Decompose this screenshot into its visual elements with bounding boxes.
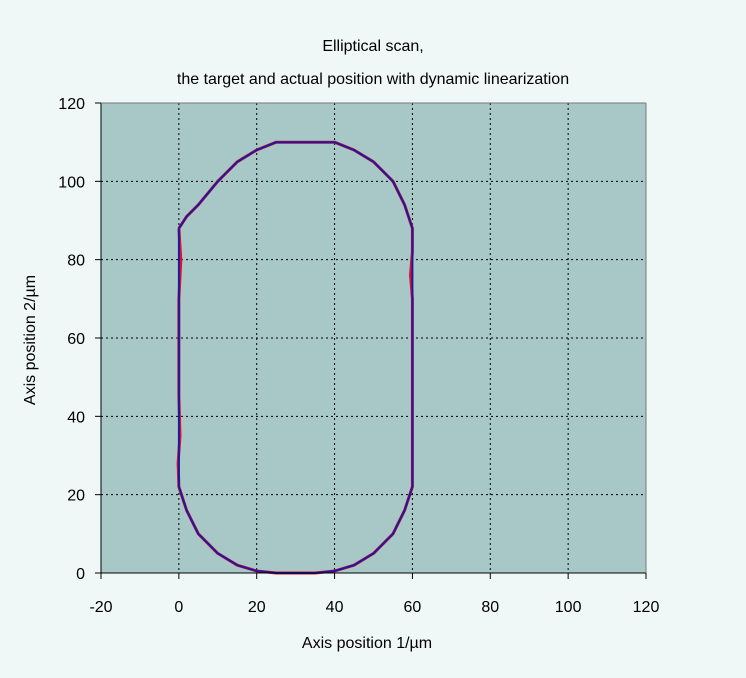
x-axis-label: Axis position 1/µm (302, 635, 432, 652)
x-tick-label: 120 (633, 599, 660, 616)
x-tick-label: 80 (481, 599, 499, 616)
y-tick-label: 100 (58, 174, 85, 191)
series-layer (176, 140, 414, 575)
chart-title: Elliptical scan, (322, 38, 424, 55)
x-tick-label: 40 (326, 599, 344, 616)
y-tick-label: 60 (67, 331, 85, 348)
x-tick-label: -20 (89, 599, 112, 616)
y-tick-label: 80 (67, 253, 85, 270)
x-tick-label: 60 (404, 599, 422, 616)
y-tick-label: 40 (67, 409, 85, 426)
x-tick-label: 100 (555, 599, 582, 616)
x-tick-label: 0 (174, 599, 183, 616)
y-tick-label: 120 (58, 96, 85, 113)
y-tick-label: 20 (67, 488, 85, 505)
series-line-2 (177, 141, 414, 574)
y-axis-label: Axis position 2/µm (22, 275, 39, 405)
x-tick-label: 20 (248, 599, 266, 616)
chart-subtitle: the target and actual position with dyna… (176, 71, 570, 88)
y-tick-label: 0 (76, 566, 85, 583)
